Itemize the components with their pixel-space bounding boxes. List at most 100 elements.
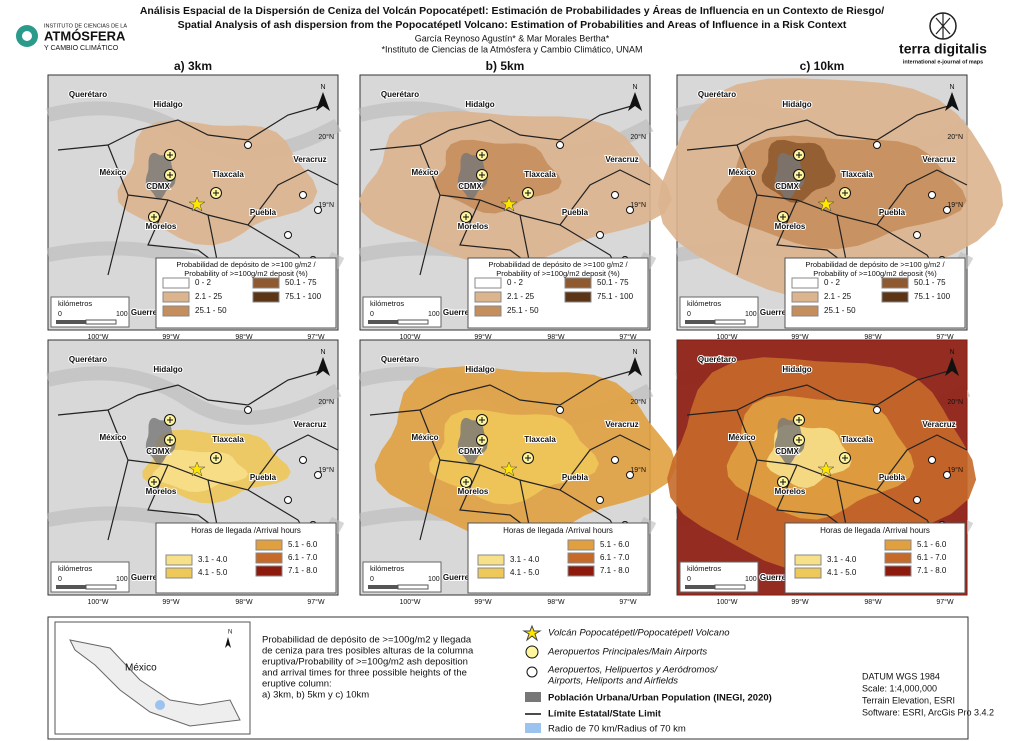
legend-swatch bbox=[252, 291, 280, 303]
airport-icon bbox=[842, 190, 848, 196]
legend-swatch bbox=[162, 277, 190, 289]
scale-bar bbox=[397, 584, 429, 590]
place-label: Querétaro bbox=[69, 90, 107, 99]
north-arrow bbox=[316, 357, 330, 376]
legend-swatch bbox=[884, 552, 912, 564]
legend-radius bbox=[525, 723, 541, 733]
place-label: Guerrero bbox=[443, 573, 477, 582]
legend-text: Airports, Heliports and Airfields bbox=[547, 676, 678, 687]
place-label: Guerrero bbox=[131, 308, 165, 317]
airfield bbox=[314, 471, 322, 479]
volcano bbox=[188, 461, 206, 477]
place-label: Puebla bbox=[879, 473, 906, 482]
legend-text: Aeropuertos Principales/Main Airports bbox=[547, 647, 707, 658]
airport-icon bbox=[525, 455, 531, 461]
legend-swatch bbox=[567, 565, 595, 577]
place-label: Tlaxcala bbox=[524, 435, 556, 444]
legend-swatch bbox=[474, 277, 502, 289]
legend-swatch bbox=[165, 554, 193, 566]
north-label: N bbox=[949, 84, 954, 91]
legend-text: Radio de 70 km/Radius of 70 km bbox=[548, 724, 686, 735]
airport-icon bbox=[796, 172, 802, 178]
place-label: Hidalgo bbox=[465, 365, 494, 374]
legend-label: 75.1 - 100 bbox=[914, 292, 951, 301]
title-es: Análisis Espacial de la Dispersión de Ce… bbox=[140, 4, 884, 17]
lon-label: 99°W bbox=[791, 333, 809, 341]
legend-swatch bbox=[791, 277, 819, 289]
legend-title: Horas de llegada /Arrival hours bbox=[191, 526, 301, 535]
lon-label: 100°W bbox=[716, 598, 737, 606]
place-label: CDMX bbox=[458, 447, 482, 456]
legend-swatch bbox=[255, 565, 283, 577]
logo-text: international e-journal of maps bbox=[903, 59, 983, 65]
legend-label: 50.1 - 75 bbox=[597, 278, 629, 287]
legend-label: 25.1 - 50 bbox=[824, 306, 856, 315]
airport-icon bbox=[463, 479, 469, 485]
lon-label: 98°W bbox=[864, 333, 882, 341]
scale-bar bbox=[714, 584, 746, 590]
lon-label: 97°W bbox=[936, 598, 954, 606]
panel-title: a) 3km bbox=[174, 59, 212, 73]
legend-main-airport bbox=[525, 645, 539, 659]
north-arrow bbox=[628, 92, 642, 111]
airport-icon bbox=[167, 152, 173, 158]
description: Probabilidad de depósito de >=100g/m2 y … bbox=[262, 635, 472, 646]
scale-bar bbox=[685, 320, 715, 324]
legend-label: 25.1 - 50 bbox=[507, 306, 539, 315]
legend-label: 4.1 - 5.0 bbox=[827, 568, 857, 577]
airport-icon bbox=[167, 437, 173, 443]
logo-text: ATMÓSFERA bbox=[44, 28, 126, 43]
legend-swatch bbox=[477, 554, 505, 566]
place-label: Tlaxcala bbox=[841, 170, 873, 179]
description: eruptiva/Probability of >=100g/m2 ash de… bbox=[262, 657, 468, 668]
credit: Terrain Elevation, ESRI bbox=[862, 695, 955, 705]
legend-swatch bbox=[884, 565, 912, 577]
legend-label: 7.1 - 8.0 bbox=[917, 566, 947, 575]
lat-label: 19°N bbox=[630, 201, 646, 209]
airport-icon bbox=[479, 437, 485, 443]
legend-swatch bbox=[564, 291, 592, 303]
lat-label: 20°N bbox=[318, 133, 334, 141]
legend-swatch bbox=[794, 554, 822, 566]
place-label: Morelos bbox=[775, 487, 806, 496]
place-label: CDMX bbox=[146, 182, 170, 191]
place-label: México bbox=[728, 168, 755, 177]
place-label: Hidalgo bbox=[782, 100, 811, 109]
legend-label: 50.1 - 75 bbox=[914, 278, 946, 287]
legend-swatch bbox=[477, 567, 505, 579]
legend-text: Población Urbana/Urban Population (INEGI… bbox=[548, 693, 772, 704]
map-panels: Querétaro Hidalgo México CDMX Tlaxcala Veracr… bbox=[46, 59, 1003, 606]
legend-text: Aeropuertos, Helipuertos y Aeródromos/ bbox=[547, 665, 719, 676]
legend-title: Horas de llegada /Arrival hours bbox=[820, 526, 930, 535]
scale-start: 0 bbox=[58, 311, 62, 318]
urban-area bbox=[457, 152, 488, 200]
urban-area bbox=[145, 417, 176, 465]
scale-unit: kilómetros bbox=[687, 299, 721, 308]
north-label: N bbox=[632, 349, 637, 356]
panel-title: c) 10km bbox=[800, 59, 845, 73]
place-label: Guerrero bbox=[131, 573, 165, 582]
lon-label: 99°W bbox=[162, 333, 180, 341]
description: a) 3km, b) 5km y c) 10km bbox=[262, 690, 369, 701]
place-label: CDMX bbox=[775, 182, 799, 191]
logo-text: Y CAMBIO CLIMÁTICO bbox=[44, 43, 119, 52]
airfield bbox=[943, 471, 951, 479]
scale-bar bbox=[368, 320, 398, 324]
legend-volcano bbox=[522, 624, 542, 642]
airport-icon bbox=[796, 437, 802, 443]
scale-bar bbox=[685, 585, 715, 589]
legend-label: 3.1 - 4.0 bbox=[198, 555, 228, 564]
legend-title: Probabilidad de depósito de >=100 g/m2 / bbox=[805, 260, 945, 269]
legend-label: 2.1 - 25 bbox=[507, 292, 535, 301]
lat-label: 20°N bbox=[947, 133, 963, 141]
place-label: Veracruz bbox=[293, 155, 326, 164]
lon-label: 98°W bbox=[235, 598, 253, 606]
place-label: Morelos bbox=[458, 222, 489, 231]
airfield bbox=[873, 141, 881, 149]
description: de ceniza para tres posibles alturas de … bbox=[262, 646, 474, 657]
lon-label: 99°W bbox=[474, 333, 492, 341]
scale-start: 0 bbox=[687, 576, 691, 583]
place-label: Querétaro bbox=[381, 355, 419, 364]
airport-icon bbox=[167, 417, 173, 423]
airport-icon bbox=[796, 417, 802, 423]
